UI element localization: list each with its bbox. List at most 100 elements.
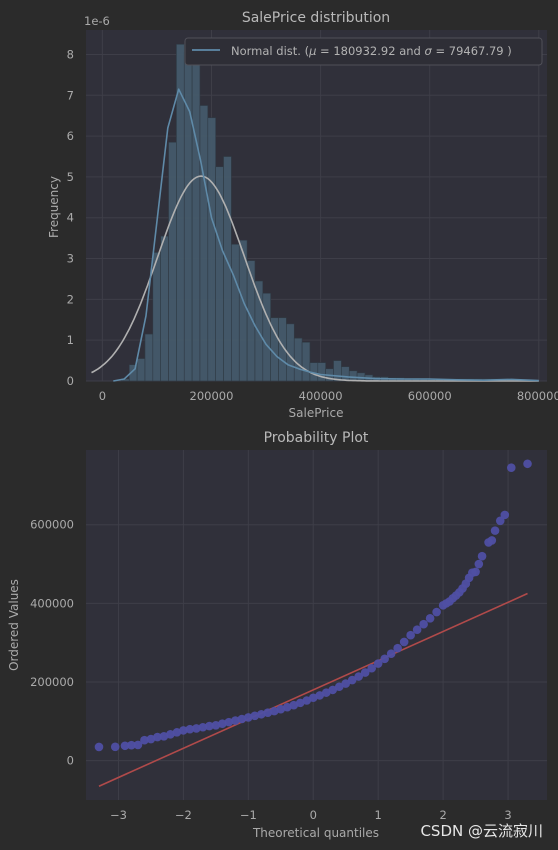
x-tick-label: 0 bbox=[310, 808, 317, 822]
scatter-point bbox=[393, 643, 402, 653]
scatter-point bbox=[179, 726, 188, 735]
scatter-point bbox=[321, 688, 331, 697]
scatter-point bbox=[506, 463, 516, 472]
x-tick-label: 600000 bbox=[408, 389, 452, 403]
scatter-point bbox=[153, 732, 162, 742]
histogram-bar bbox=[333, 360, 342, 382]
scatter-point bbox=[495, 516, 505, 526]
histogram-bar bbox=[199, 105, 209, 382]
scatter-point bbox=[110, 742, 120, 752]
scatter-point bbox=[386, 649, 396, 659]
histogram-bar bbox=[160, 235, 169, 382]
scatter-point bbox=[432, 607, 441, 617]
y-tick-label: 0 bbox=[67, 374, 74, 388]
scatter-point bbox=[250, 711, 260, 721]
histogram-bar bbox=[207, 117, 216, 382]
watermark: CSDN @云流寂川 bbox=[420, 822, 543, 840]
scatter-point bbox=[237, 714, 247, 724]
histogram-bar bbox=[231, 243, 240, 382]
y-tick-label: 200000 bbox=[30, 675, 74, 689]
y-axis-label-bottom: Ordered Values bbox=[7, 579, 21, 671]
histogram-bar bbox=[191, 60, 201, 382]
scatter-point bbox=[367, 663, 376, 673]
histogram-chart: 0 200000 400000 600000 800000 0 1 2 3 4 5 6 7 8 Sale… bbox=[47, 10, 558, 420]
scatter-point bbox=[334, 682, 344, 692]
histogram-bars bbox=[121, 43, 515, 382]
y-tick-label: 1 bbox=[67, 333, 74, 347]
scatter-point bbox=[133, 740, 143, 750]
grid-bottom bbox=[86, 450, 547, 800]
scatter-point bbox=[477, 551, 487, 561]
y-tick-label: 5 bbox=[67, 170, 74, 184]
y-ticks-top: 0 1 2 3 4 5 6 7 8 bbox=[67, 47, 74, 388]
scatter-point bbox=[140, 735, 149, 745]
scatter-point bbox=[269, 706, 279, 716]
histogram-bar bbox=[246, 260, 256, 382]
y-tick-label: 8 bbox=[67, 47, 74, 61]
plot-area-bottom bbox=[86, 450, 547, 800]
y-offset-text: 1e-6 bbox=[84, 14, 110, 28]
histogram-bar bbox=[136, 358, 146, 382]
x-tick-label: −3 bbox=[110, 808, 127, 822]
scatter-point bbox=[302, 696, 312, 705]
scatter-point bbox=[94, 742, 104, 752]
histogram-bar bbox=[293, 337, 303, 382]
scatter-point bbox=[289, 700, 299, 710]
x-tick-label: 3 bbox=[504, 808, 511, 822]
legend-box bbox=[184, 37, 543, 66]
scatter-point bbox=[328, 685, 338, 695]
x-tick-label: −2 bbox=[175, 808, 192, 822]
histogram-bar bbox=[301, 341, 311, 382]
density-lines bbox=[91, 88, 539, 382]
scatter-point bbox=[211, 720, 221, 730]
scatter-point bbox=[159, 731, 169, 741]
x-tick-label: 2 bbox=[439, 808, 446, 822]
scatter-point bbox=[263, 708, 273, 717]
scatter-point bbox=[224, 717, 234, 727]
y-tick-label: 0 bbox=[67, 754, 74, 768]
y-tick-label: 6 bbox=[67, 129, 74, 143]
x-axis-label-top: SalePrice bbox=[289, 406, 344, 420]
y-tick-label: 3 bbox=[67, 252, 74, 266]
kde-curve bbox=[113, 88, 539, 382]
scatter-point bbox=[490, 526, 500, 535]
y-tick-label: 600000 bbox=[30, 518, 74, 532]
histogram-bar bbox=[317, 362, 326, 382]
scatter-point bbox=[341, 679, 351, 688]
histogram-bar bbox=[341, 366, 350, 382]
scatter-point bbox=[198, 722, 208, 732]
x-axis-label-bottom: Theoretical quantiles bbox=[252, 826, 379, 840]
scatter-point bbox=[354, 672, 364, 681]
scatter-point bbox=[231, 716, 240, 725]
scatter-point bbox=[172, 728, 182, 737]
x-tick-label: 400000 bbox=[299, 389, 343, 403]
histogram-bar bbox=[262, 292, 271, 382]
scatter-point bbox=[295, 698, 305, 708]
scatter-point bbox=[205, 721, 214, 731]
y-tick-label: 4 bbox=[67, 211, 74, 225]
scatter-point bbox=[185, 724, 195, 734]
scatter-point bbox=[412, 625, 422, 635]
scatter-point bbox=[471, 567, 480, 577]
scatter-point bbox=[315, 691, 325, 700]
scatter-point bbox=[244, 713, 253, 722]
histogram-bar bbox=[168, 141, 177, 382]
scatter-point bbox=[127, 740, 136, 750]
scatter-point bbox=[257, 709, 266, 719]
y-tick-label: 400000 bbox=[30, 596, 74, 610]
scatter-point bbox=[276, 704, 286, 714]
scatter-point bbox=[308, 693, 318, 703]
scatter-point bbox=[192, 724, 201, 733]
scatter-point bbox=[282, 702, 292, 712]
legend-label: Normal dist. (μ = 180932.92 and σ = 7946… bbox=[231, 44, 512, 58]
scatter-points bbox=[94, 459, 532, 752]
fit-line bbox=[98, 592, 528, 787]
chart-title-bottom: Probability Plot bbox=[264, 430, 369, 446]
scatter-point bbox=[425, 614, 435, 623]
scatter-point bbox=[146, 734, 156, 744]
scatter-point bbox=[500, 510, 510, 520]
histogram-bar bbox=[348, 370, 358, 382]
legend: Normal dist. (μ = 180932.92 and σ = 7946… bbox=[184, 37, 543, 66]
y-axis-label-top: Frequency bbox=[47, 176, 61, 238]
